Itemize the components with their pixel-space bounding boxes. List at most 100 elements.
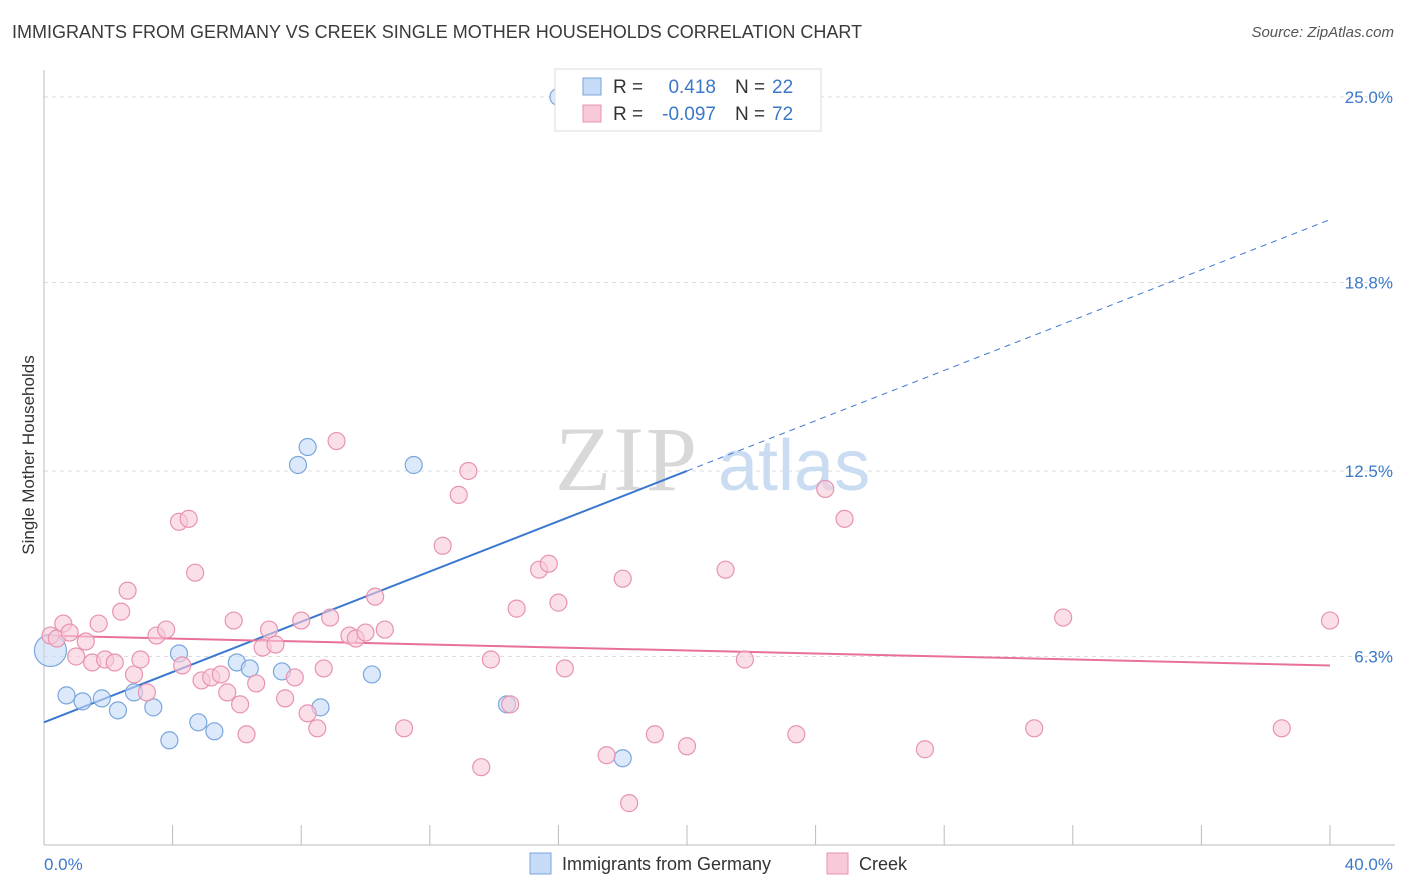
series-label-creek: Creek (859, 854, 908, 874)
legend-r-value-1: 0.418 (668, 77, 716, 98)
creek-point (1320, 611, 1340, 630)
creek-point (179, 509, 198, 528)
creek-point (186, 563, 205, 582)
creek-point (308, 719, 327, 738)
y-tick-labels: 6.3% 12.5% 18.8% 25.0% (1345, 88, 1393, 667)
germany-point (57, 686, 76, 705)
germany-point (298, 437, 317, 457)
x-tick-label: 40.0% (1345, 855, 1393, 874)
creek-point (137, 683, 156, 702)
data-points (33, 87, 1340, 813)
axes (43, 70, 1395, 846)
creek-point (105, 653, 124, 672)
legend-n-value-2: 72 (772, 104, 793, 125)
creek-point (507, 599, 526, 618)
creek-point (735, 650, 754, 669)
creek-point (1054, 608, 1073, 627)
creek-point (259, 620, 279, 639)
series-legend: Immigrants from Germany Creek (529, 852, 908, 875)
creek-point (433, 536, 452, 555)
creek-point (314, 659, 333, 678)
creek-point (292, 611, 311, 630)
creek-point (613, 569, 632, 588)
creek-point (481, 650, 500, 669)
creek-point (224, 611, 243, 630)
creek-point (60, 623, 79, 642)
creek-point (157, 620, 176, 639)
creek-point (549, 593, 568, 612)
creek-point (211, 665, 230, 684)
creek-point (173, 656, 192, 675)
creek-point (285, 668, 304, 687)
source-label: Source: ZipAtlas.com (1251, 24, 1394, 41)
germany-point (108, 701, 128, 720)
creek-point (620, 794, 639, 813)
x-tick-label: 0.0% (44, 855, 83, 874)
creek-point (501, 695, 520, 714)
creek-point (835, 509, 854, 528)
creek-point (787, 725, 806, 744)
legend-r-label-2: R = (613, 104, 643, 125)
germany-point (189, 713, 208, 732)
creek-point (1272, 719, 1291, 738)
creek-point (472, 758, 491, 777)
germany-trend-line (43, 470, 688, 724)
creek-point (89, 614, 108, 633)
creek-point (112, 602, 131, 621)
creek-point (816, 479, 835, 499)
germany-point (92, 689, 111, 708)
legend: R = 0.418 N = 22 R = -0.097 N = 72 (554, 68, 822, 132)
creek-point (131, 650, 150, 669)
creek-point (276, 689, 295, 708)
creek-point (716, 560, 735, 579)
creek-point (321, 608, 340, 627)
creek-point (266, 635, 285, 654)
germany-point (613, 749, 632, 768)
legend-n-label-1: N = (735, 77, 765, 98)
creek-point (247, 674, 266, 693)
germany-point (160, 731, 179, 750)
creek-point (375, 620, 394, 639)
chart-title: IMMIGRANTS FROM GERMANY VS CREEK SINGLE … (12, 22, 863, 42)
creek-point (645, 725, 664, 744)
watermark-atlas: atlas (718, 426, 870, 506)
germany-trend-extension (686, 219, 1331, 472)
y-tick-label: 6.3% (1354, 647, 1393, 666)
creek-point (1025, 719, 1044, 738)
watermark: ZIP atlas (555, 408, 870, 510)
legend-r-label-1: R = (613, 77, 643, 98)
germany-point (144, 698, 163, 717)
x-tick-labels: 0.0% 40.0% (44, 855, 1393, 874)
germany-point (240, 659, 259, 678)
y-tick-label: 18.8% (1345, 273, 1393, 292)
germany-point (404, 455, 423, 475)
legend-n-value-1: 22 (772, 77, 793, 98)
creek-point (459, 461, 478, 481)
legend-r-value-2: -0.097 (662, 104, 716, 125)
creek-point (539, 554, 558, 573)
legend-swatch-pink (582, 104, 602, 123)
series-swatch-germany (529, 852, 552, 875)
creek-point (237, 725, 256, 744)
creek-point (298, 704, 317, 723)
y-axis-label: Single Mother Households (19, 355, 38, 554)
creek-point (555, 659, 574, 678)
germany-point (205, 722, 224, 741)
creek-point (394, 719, 414, 738)
germany-point (73, 692, 92, 711)
creek-point (124, 665, 144, 684)
y-tick-label: 12.5% (1345, 462, 1393, 481)
legend-swatch-blue (582, 77, 602, 96)
creek-point (677, 737, 697, 756)
creek-point (231, 695, 250, 714)
series-label-germany: Immigrants from Germany (562, 854, 771, 874)
series-swatch-creek (826, 852, 849, 875)
creek-point (218, 683, 237, 702)
creek-point (366, 587, 385, 606)
y-tick-label: 25.0% (1345, 88, 1393, 107)
germany-point (288, 455, 308, 475)
creek-point (915, 740, 935, 759)
creek-point (76, 632, 95, 651)
creek-point (67, 647, 86, 666)
